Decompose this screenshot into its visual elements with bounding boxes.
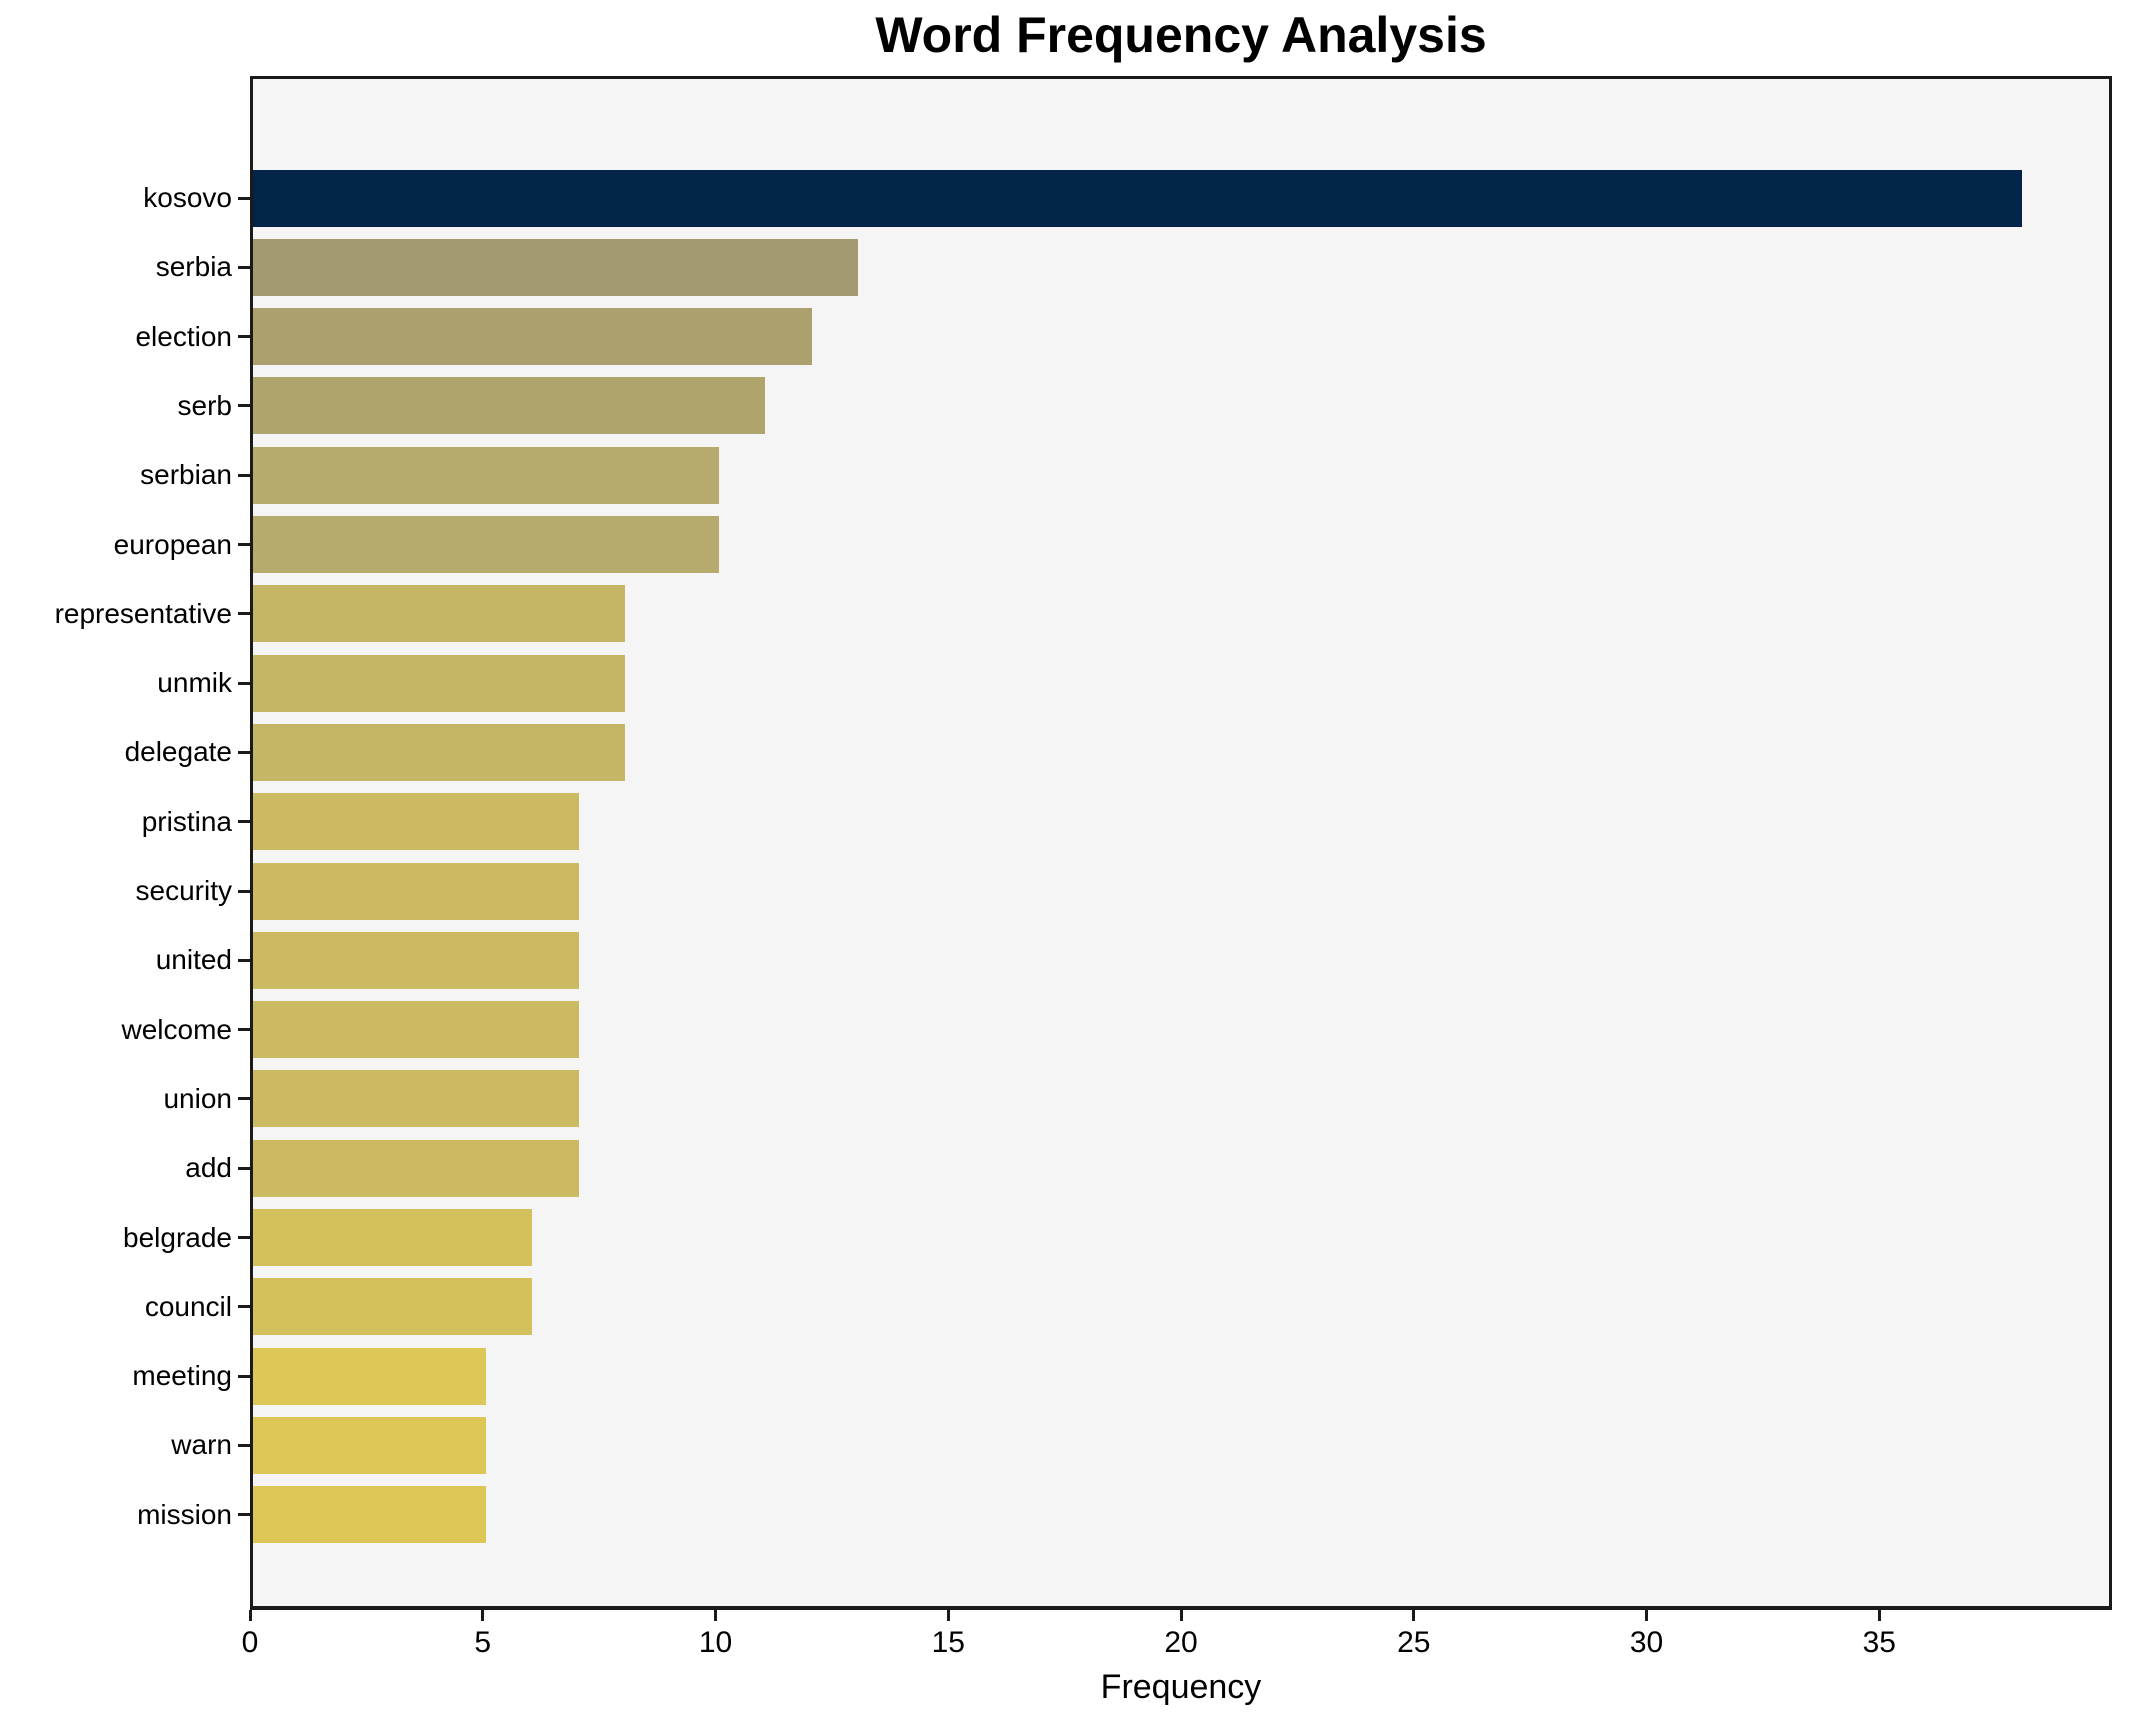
ytick-label-united: united: [155, 944, 232, 976]
bar-meeting: [253, 1347, 486, 1405]
y-tick-mark: [238, 1236, 250, 1239]
ytick-label-union: union: [163, 1082, 232, 1114]
ytick-label-serbian: serbian: [140, 459, 232, 491]
bar-united: [253, 931, 579, 989]
x-tick-mark: [1179, 1610, 1183, 1621]
bar-delegate: [253, 723, 625, 781]
bar-election: [253, 308, 812, 366]
y-tick-mark: [238, 1166, 250, 1170]
y-tick-mark: [238, 1513, 250, 1517]
bar-pristina: [253, 793, 579, 851]
y-tick-mark: [238, 1374, 250, 1378]
plot-area: [250, 76, 2112, 1610]
ytick-label-serbia: serbia: [155, 251, 232, 283]
ytick-label-add: add: [185, 1152, 232, 1184]
y-tick-mark: [238, 889, 250, 893]
y-tick-mark: [238, 958, 250, 962]
ytick-label-council: council: [144, 1290, 232, 1322]
xtick-label-0: 0: [241, 1626, 259, 1659]
ytick-label-welcome: welcome: [121, 1013, 232, 1045]
xtick-label-15: 15: [931, 1626, 965, 1659]
x-tick-mark: [481, 1610, 485, 1621]
y-tick-mark: [238, 265, 250, 269]
bar-serb: [253, 377, 765, 435]
y-tick-mark: [238, 750, 250, 754]
bar-council: [253, 1278, 532, 1336]
y-tick-mark: [238, 681, 250, 685]
x-tick-mark: [1877, 1610, 1881, 1621]
ytick-label-serb: serb: [177, 389, 232, 421]
bar-european: [253, 516, 719, 573]
y-tick-mark: [238, 820, 250, 824]
ytick-label-pristina: pristina: [141, 805, 232, 837]
bar-mission: [253, 1486, 486, 1544]
bar-belgrade: [253, 1209, 532, 1266]
ytick-label-meeting: meeting: [132, 1360, 232, 1392]
xtick-label-25: 25: [1397, 1626, 1431, 1659]
x-axis-title: Frequency: [1100, 1668, 1262, 1706]
ytick-label-belgrade: belgrade: [123, 1221, 232, 1253]
xtick-label-30: 30: [1629, 1626, 1664, 1659]
y-tick-mark: [238, 335, 250, 339]
bar-warn: [253, 1416, 486, 1474]
y-tick-mark: [238, 612, 250, 616]
ytick-label-security: security: [135, 875, 232, 906]
x-tick-mark: [1412, 1610, 1416, 1621]
y-tick-mark: [238, 1097, 250, 1101]
ytick-label-warn: warn: [171, 1429, 232, 1461]
ytick-label-representative: representative: [54, 597, 232, 629]
ytick-label-delegate: delegate: [124, 736, 232, 768]
x-tick-mark: [1645, 1610, 1648, 1621]
bar-welcome: [253, 1001, 579, 1059]
x-tick-mark: [946, 1610, 950, 1621]
xtick-label-5: 5: [474, 1626, 492, 1659]
bar-representative: [253, 585, 625, 643]
ytick-label-european: european: [113, 528, 232, 560]
x-tick-mark: [714, 1610, 717, 1621]
bar-serbia: [253, 238, 858, 296]
x-tick-mark: [248, 1610, 252, 1621]
ytick-label-unmik: unmik: [157, 667, 232, 699]
xtick-label-10: 10: [698, 1626, 733, 1659]
y-tick-mark: [238, 196, 250, 200]
y-tick-mark: [238, 1028, 250, 1032]
y-tick-mark: [238, 543, 250, 546]
bar-kosovo: [253, 169, 2022, 227]
bar-serbian: [253, 446, 719, 504]
bar-union: [253, 1070, 579, 1128]
y-tick-mark: [238, 473, 250, 477]
bar-add: [253, 1139, 579, 1197]
ytick-label-election: election: [135, 320, 232, 352]
xtick-label-20: 20: [1164, 1626, 1198, 1659]
bar-security: [253, 862, 579, 920]
xtick-label-35: 35: [1862, 1626, 1896, 1659]
y-tick-mark: [238, 1305, 250, 1309]
y-tick-mark: [238, 1443, 250, 1447]
bar-unmik: [253, 654, 625, 712]
ytick-label-kosovo: kosovo: [143, 182, 232, 213]
y-tick-mark: [238, 404, 250, 408]
chart-title: Word Frequency Analysis: [875, 7, 1487, 63]
ytick-label-mission: mission: [137, 1498, 232, 1530]
